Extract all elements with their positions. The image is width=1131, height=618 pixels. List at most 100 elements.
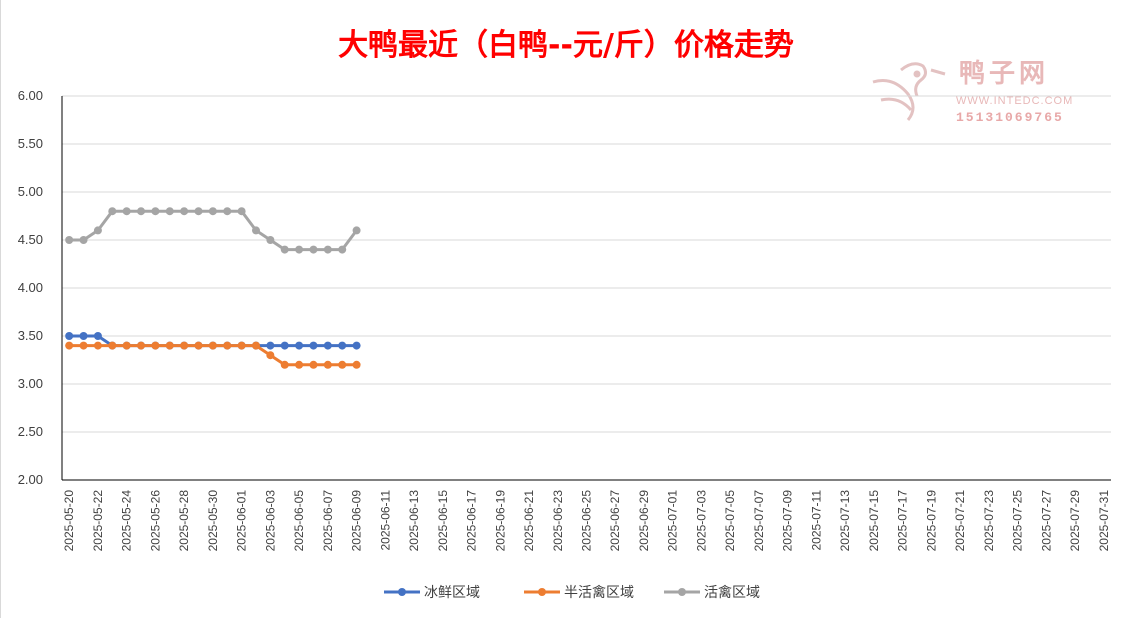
data-point — [280, 341, 289, 350]
watermark-name: 鸭子网 — [959, 59, 1049, 89]
data-point — [122, 207, 131, 216]
gridlines — [62, 95, 1111, 433]
data-point — [323, 341, 332, 350]
watermark-phone: 15131069765 — [956, 110, 1064, 125]
x-tick-label: 2025-05-24 — [120, 490, 134, 552]
data-point — [194, 207, 203, 216]
data-point — [323, 245, 332, 254]
data-point — [180, 207, 189, 216]
x-tick-label: 2025-07-31 — [1097, 490, 1111, 552]
data-point — [108, 207, 117, 216]
data-point — [352, 341, 361, 350]
x-tick-label: 2025-06-15 — [436, 490, 450, 552]
y-tick-label: 5.00 — [18, 184, 43, 199]
x-tick-label: 2025-06-03 — [263, 490, 277, 552]
data-point — [237, 341, 246, 350]
legend-marker — [398, 588, 406, 596]
axes — [61, 96, 1111, 481]
x-tick-label: 2025-06-01 — [235, 490, 249, 552]
data-point — [237, 207, 246, 216]
x-tick-label: 2025-07-15 — [867, 490, 881, 552]
data-point — [93, 226, 102, 235]
legend-item: 冰鲜区域 — [384, 585, 480, 601]
x-tick-label: 2025-06-27 — [608, 490, 622, 552]
data-point — [266, 236, 275, 244]
x-tick-label: 2025-07-11 — [809, 490, 823, 551]
data-point — [65, 236, 74, 244]
legend-label: 活禽区域 — [704, 584, 760, 601]
x-tick-label: 2025-06-23 — [551, 490, 565, 552]
data-point — [309, 245, 318, 254]
legend-marker — [678, 588, 686, 596]
x-tick-label: 2025-05-26 — [148, 490, 162, 552]
y-tick-label: 4.50 — [18, 232, 43, 247]
data-point — [180, 341, 189, 350]
data-point — [137, 341, 146, 350]
x-tick-label: 2025-05-28 — [177, 490, 191, 552]
x-tick-label: 2025-07-13 — [838, 490, 852, 552]
data-point — [295, 341, 304, 350]
duck-logo-icon — [872, 62, 946, 121]
data-point — [165, 341, 174, 350]
series-半活禽区域 — [65, 341, 361, 369]
data-point — [79, 236, 88, 244]
data-point — [295, 360, 304, 369]
legend-label: 冰鲜区域 — [424, 585, 480, 601]
series-line — [69, 209, 358, 252]
y-tick-label: 2.50 — [18, 424, 43, 439]
x-tick-label: 2025-06-09 — [350, 490, 364, 552]
data-point — [93, 341, 102, 350]
legend: 冰鲜区域 半活禽区域 活禽区域 — [384, 584, 760, 601]
data-point — [323, 360, 332, 369]
x-tick-label: 2025-07-19 — [924, 490, 938, 552]
data-point — [280, 245, 289, 254]
y-tick-label: 3.50 — [18, 328, 43, 343]
data-point — [352, 360, 361, 369]
x-tick-label: 2025-05-20 — [62, 490, 76, 552]
x-tick-label: 2025-06-07 — [321, 490, 335, 552]
data-point — [251, 226, 260, 235]
data-point — [338, 360, 347, 369]
series-活禽区域 — [65, 207, 361, 254]
y-tick-label: 5.50 — [18, 136, 43, 151]
legend-item: 半活禽区域 — [524, 584, 634, 601]
data-point — [108, 341, 117, 350]
data-point — [151, 207, 160, 216]
data-point — [65, 341, 74, 350]
data-point — [223, 207, 232, 216]
x-tick-label: 2025-07-03 — [694, 490, 708, 552]
x-tick-label: 2025-06-13 — [407, 490, 421, 552]
data-point — [352, 226, 361, 235]
data-point — [280, 360, 289, 369]
x-tick-label: 2025-06-17 — [465, 490, 479, 552]
data-point — [309, 360, 318, 369]
x-tick-label: 2025-07-05 — [723, 490, 737, 552]
x-tick-label: 2025-07-25 — [1011, 490, 1025, 552]
x-tick-label: 2025-06-19 — [493, 490, 507, 552]
x-tick-label: 2025-07-21 — [953, 490, 967, 552]
watermark-url: WWW.INTEDC.COM — [956, 95, 1073, 107]
x-tick-label: 2025-07-29 — [1068, 490, 1082, 552]
data-point — [151, 341, 160, 350]
data-point — [208, 207, 217, 216]
data-point — [251, 341, 260, 350]
x-tick-label: 2025-06-29 — [637, 490, 651, 552]
x-tick-label: 2025-07-27 — [1039, 490, 1053, 552]
data-point — [266, 351, 275, 360]
x-tick-label: 2025-06-05 — [292, 490, 306, 552]
x-tick-label: 2025-07-07 — [752, 490, 766, 552]
data-point — [295, 245, 304, 254]
data-point — [79, 332, 88, 340]
data-point — [194, 341, 203, 350]
x-tick-label: 2025-05-22 — [91, 490, 105, 552]
y-tick-label: 6.00 — [18, 88, 43, 103]
chart-title: 大鸭最近（白鸭--元/斤）价格走势 — [338, 28, 794, 63]
x-axis-ticks: 2025-05-20 2025-05-22 2025-05-24 2025-05-26… — [62, 490, 1111, 552]
legend-item: 活禽区域 — [664, 584, 760, 601]
data-point — [208, 341, 217, 350]
data-point — [223, 341, 232, 350]
y-tick-label: 4.00 — [18, 280, 43, 295]
x-tick-label: 2025-05-30 — [206, 490, 220, 552]
watermark: 鸭子网 WWW.INTEDC.COM 15131069765 — [872, 59, 1073, 125]
